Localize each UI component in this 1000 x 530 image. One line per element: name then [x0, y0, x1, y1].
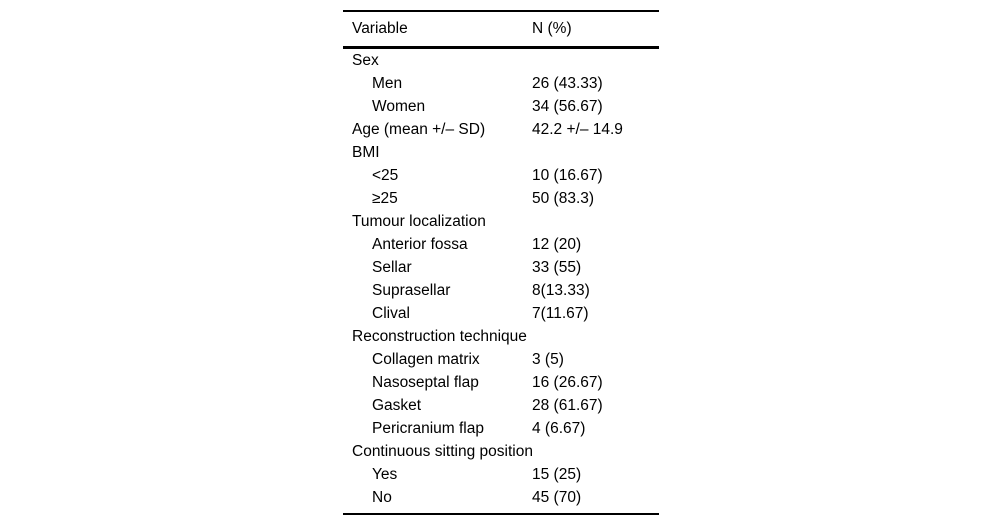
table-row: Continuous sitting position [343, 440, 659, 463]
row-label: Yes [372, 465, 398, 483]
table-row: BMI [343, 141, 659, 164]
table-row: Age (mean +/– SD) 42.2 +/– 14.9 [343, 118, 659, 141]
table-row: Men 26 (43.33) [343, 72, 659, 95]
table-row: Tumour localization [343, 210, 659, 233]
table-bottom-rule [343, 513, 659, 515]
row-label: Women [372, 97, 426, 115]
row-label: Anterior fossa [372, 235, 468, 253]
row-label: Reconstruction technique [352, 327, 527, 345]
column-header-variable: Variable [352, 20, 408, 37]
row-value: 42.2 +/– 14.9 [532, 120, 623, 138]
row-value: 34 (56.67) [532, 97, 603, 115]
table-row: Suprasellar 8(13.33) [343, 279, 659, 302]
table-row: Sellar 33 (55) [343, 256, 659, 279]
row-label: Suprasellar [372, 281, 451, 299]
row-label: Continuous sitting position [352, 442, 533, 460]
table-row: <25 10 (16.67) [343, 164, 659, 187]
row-value: 8(13.33) [532, 281, 590, 299]
table-row: Anterior fossa 12 (20) [343, 233, 659, 256]
table-row: Gasket 28 (61.67) [343, 394, 659, 417]
row-value: 7(11.67) [532, 304, 589, 322]
row-label: Clival [372, 304, 410, 322]
row-value: 3 (5) [532, 350, 564, 368]
row-label: Sellar [372, 258, 412, 276]
row-label: BMI [352, 143, 380, 161]
row-value: 15 (25) [532, 465, 582, 483]
row-label: Nasoseptal flap [372, 373, 479, 391]
row-label: Age (mean +/– SD) [352, 120, 486, 138]
row-value: 28 (61.67) [532, 396, 603, 414]
table-row: ≥25 50 (83.3) [343, 187, 659, 210]
row-value: 50 (83.3) [532, 189, 595, 207]
row-label: Collagen matrix [372, 350, 480, 368]
table-row: Nasoseptal flap 16 (26.67) [343, 371, 659, 394]
table-body: Sex Men 26 (43.33) Women 34 (56.67) Age … [343, 49, 659, 509]
table-top-rule [343, 10, 659, 12]
table-row: Sex [343, 49, 659, 72]
table-header-rule [343, 46, 659, 49]
table-row: No 45 (70) [343, 486, 659, 509]
table-header-row: Variable N (%) [343, 12, 659, 46]
row-value: 33 (55) [532, 258, 582, 276]
table-row: Yes 15 (25) [343, 463, 659, 486]
row-label: ≥25 [372, 189, 398, 207]
row-value: 45 (70) [532, 488, 582, 506]
row-label: <25 [372, 166, 399, 184]
table-row: Clival 7(11.67) [343, 302, 659, 325]
row-label: Pericranium flap [372, 419, 484, 437]
row-label: Tumour localization [352, 212, 486, 230]
row-value: 12 (20) [532, 235, 582, 253]
table-row: Women 34 (56.67) [343, 95, 659, 118]
row-value: 4 (6.67) [532, 419, 586, 437]
table-row: Collagen matrix 3 (5) [343, 348, 659, 371]
row-value: 16 (26.67) [532, 373, 603, 391]
row-value: 26 (43.33) [532, 74, 603, 92]
row-value: 10 (16.67) [532, 166, 603, 184]
table-row: Pericranium flap 4 (6.67) [343, 417, 659, 440]
row-label: No [372, 488, 392, 506]
patient-characteristics-table: Variable N (%) Sex Men 26 (43.33) Women … [343, 10, 659, 515]
column-header-n-percent: N (%) [532, 20, 572, 37]
row-label: Sex [352, 51, 379, 69]
row-label: Gasket [372, 396, 422, 414]
table-row: Reconstruction technique [343, 325, 659, 348]
row-label: Men [372, 74, 403, 92]
